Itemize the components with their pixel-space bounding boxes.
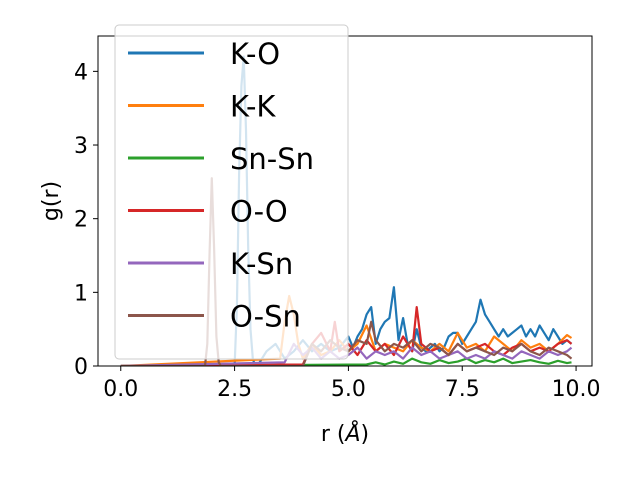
x-tick-label: 2.5 [217, 377, 252, 402]
legend-label-k-k: K-K [230, 90, 276, 124]
legend-label-k-sn: K-Sn [230, 247, 293, 281]
legend-box [114, 24, 349, 360]
legend-label-o-o: O-O [230, 195, 288, 229]
legend-label-k-o: K-O [230, 37, 280, 71]
y-axis-label: g(r) [39, 181, 64, 221]
y-tick-label: 0 [74, 355, 88, 380]
x-tick-label: 7.5 [445, 377, 480, 402]
x-axis: 0.0 2.5 5.0 7.5 10.0 [103, 366, 601, 402]
legend-label-o-sn: O-Sn [230, 300, 301, 334]
y-tick-label: 3 [74, 134, 88, 159]
x-tick-label: 0.0 [103, 377, 138, 402]
x-axis-label: r (Å) [321, 420, 369, 447]
y-axis: 0 1 2 3 4 [74, 60, 98, 380]
y-tick-label: 4 [74, 60, 88, 85]
legend: K-O K-K Sn-Sn O-O K-Sn O-Sn [114, 24, 349, 360]
x-tick-label: 10.0 [552, 377, 601, 402]
y-tick-label: 2 [74, 208, 88, 233]
y-tick-label: 1 [74, 281, 88, 306]
x-tick-label: 5.0 [331, 377, 366, 402]
legend-label-sn-sn: Sn-Sn [230, 142, 314, 176]
